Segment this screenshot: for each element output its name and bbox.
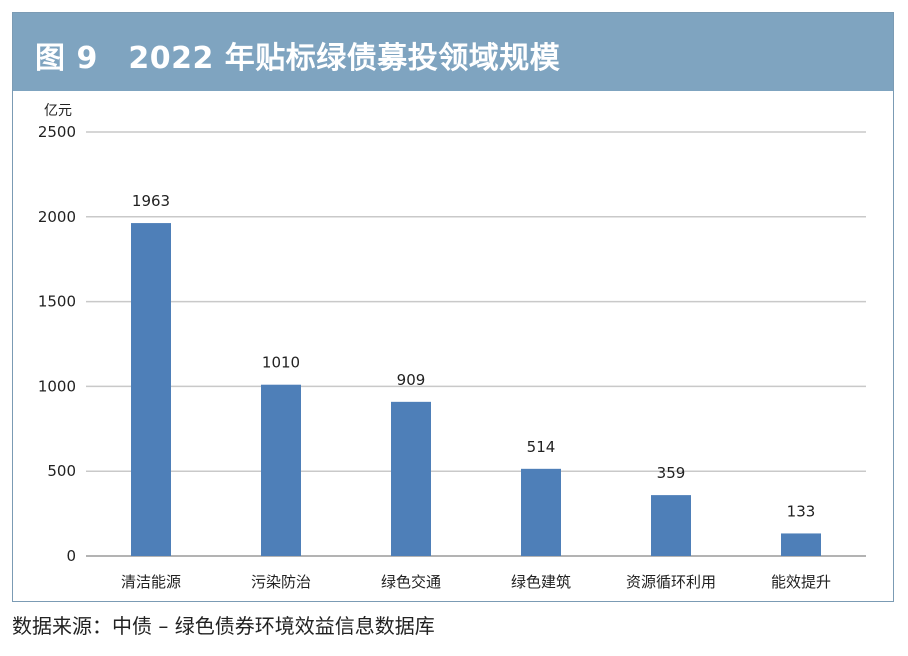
- data-source-note: 数据来源：中债 – 绿色债券环境效益信息数据库: [12, 614, 435, 638]
- x-category-label: 清洁能源: [121, 573, 181, 591]
- data-label: 133: [787, 502, 816, 520]
- bar: [651, 495, 691, 556]
- x-category-label: 能效提升: [771, 573, 831, 591]
- data-label: 514: [527, 438, 556, 456]
- x-category-label: 绿色建筑: [511, 573, 571, 591]
- y-tick-label: 1000: [38, 377, 76, 395]
- data-label: 1010: [262, 354, 300, 372]
- y-tick-label: 2500: [38, 123, 76, 141]
- y-tick-label: 0: [66, 547, 76, 565]
- bar: [781, 533, 821, 556]
- data-label: 359: [657, 464, 686, 482]
- y-tick-label: 1500: [38, 293, 76, 311]
- y-axis-unit-label: 亿元: [44, 103, 72, 119]
- chart-header: 图 9 2022 年贴标绿债募投领域规模: [13, 13, 893, 91]
- x-category-label: 绿色交通: [381, 573, 441, 591]
- bar: [391, 401, 431, 556]
- bar: [261, 384, 301, 556]
- y-tick-label: 500: [47, 462, 76, 480]
- data-label: 1963: [132, 192, 170, 210]
- chart-title: 图 9 2022 年贴标绿债募投领域规模: [35, 41, 561, 76]
- data-label: 909: [397, 371, 426, 389]
- bar: [131, 223, 171, 556]
- bar: [521, 468, 561, 556]
- x-category-label: 资源循环利用: [626, 573, 716, 591]
- x-category-label: 污染防治: [251, 573, 311, 591]
- y-tick-label: 2000: [38, 208, 76, 226]
